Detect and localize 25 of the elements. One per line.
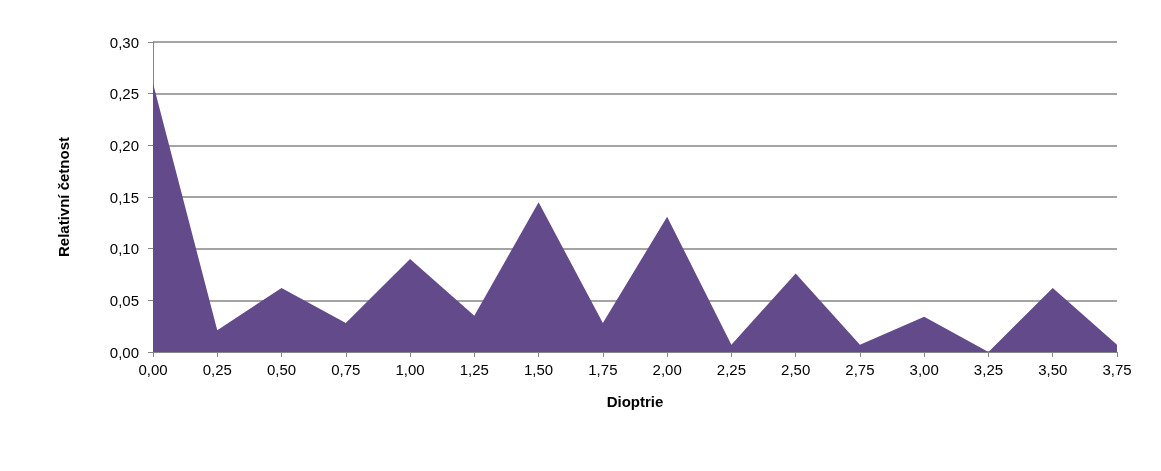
x-tick-label: 2,50 [781,361,811,378]
x-axis-title: Dioptrie [606,393,664,410]
y-tick-label: 0,20 [109,136,139,154]
y-tick-label: 0,05 [109,291,139,309]
y-tick-label: 0,10 [109,240,139,258]
y-axis-title: Relativní četnost [55,136,72,258]
x-tick-label: 1,50 [524,361,554,378]
x-tick-label: 2,75 [845,361,875,378]
x-tick-label: 3,25 [973,361,1004,378]
x-tick-label: 0,50 [266,361,297,378]
y-tick-label: 0,15 [109,188,139,206]
x-tick-label: 3,00 [909,361,939,378]
x-tick-label: 2,25 [716,361,746,378]
x-tick-label: 0,25 [202,361,232,378]
y-tick-label: 0,25 [109,85,139,103]
x-tick-label: 1,75 [588,361,618,378]
x-tick-label: 3,75 [1102,361,1132,378]
x-tick-label: 2,00 [652,361,682,378]
y-tick-label: 0,00 [109,343,139,361]
x-tick-label: 1,25 [459,361,489,378]
x-tick-label: 1,00 [395,361,425,378]
x-tick-label: 3,50 [1038,361,1068,378]
y-tick-label: 0,30 [109,33,139,51]
x-tick-label: 0,00 [138,361,168,378]
x-tick-label: 0,75 [331,361,361,378]
